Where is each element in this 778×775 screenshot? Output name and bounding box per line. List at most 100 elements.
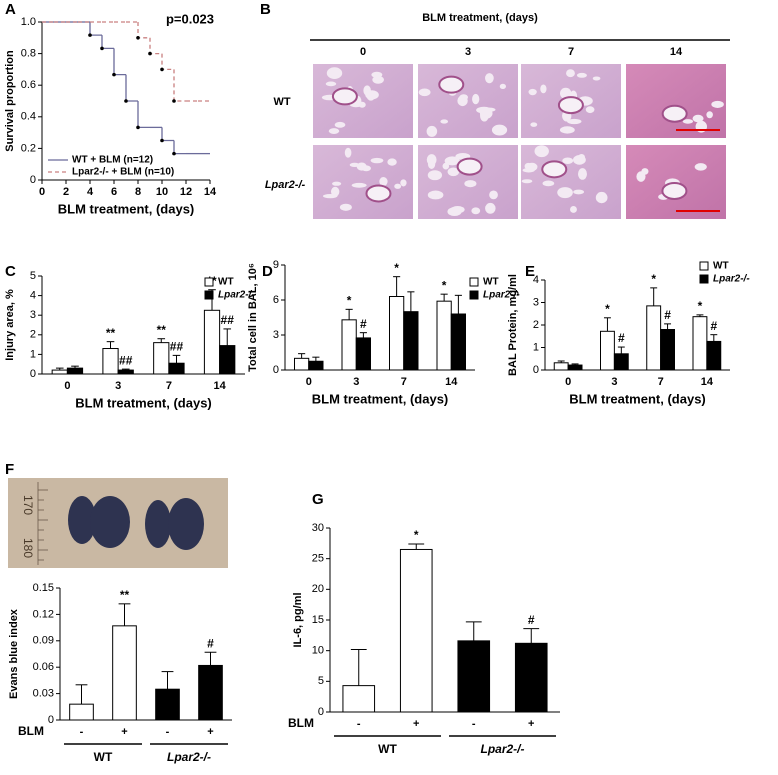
alveolus bbox=[365, 90, 379, 100]
significance: * bbox=[698, 299, 703, 313]
bar bbox=[600, 330, 615, 371]
y-tick-label: 0 bbox=[30, 368, 36, 380]
alveolus bbox=[557, 187, 573, 199]
censor-mark bbox=[136, 36, 140, 40]
airway bbox=[541, 160, 568, 179]
x-tick-label: 14 bbox=[445, 376, 458, 388]
y-tick-label: 0.2 bbox=[21, 142, 36, 154]
alveolus bbox=[444, 156, 460, 166]
significance: ## bbox=[170, 340, 184, 354]
alveolus bbox=[491, 124, 508, 136]
bar bbox=[294, 357, 310, 371]
legend-label: WT bbox=[483, 277, 499, 288]
alveolus bbox=[577, 168, 587, 180]
alveolus bbox=[322, 194, 338, 199]
alveolus bbox=[534, 145, 549, 158]
alveolus bbox=[418, 88, 431, 97]
x-tick-label: + bbox=[413, 718, 419, 730]
alveolus bbox=[459, 94, 468, 101]
alveolus bbox=[370, 157, 384, 164]
alveolus bbox=[351, 182, 367, 188]
alveolus bbox=[542, 180, 555, 187]
alveolus bbox=[447, 207, 462, 217]
y-tick-label: 0.06 bbox=[33, 661, 54, 673]
survival-step bbox=[173, 140, 186, 155]
x-tick-label: - bbox=[166, 726, 170, 738]
bar bbox=[51, 369, 68, 375]
alveolus bbox=[573, 189, 585, 195]
bar bbox=[646, 305, 662, 371]
x-tick-label: 7 bbox=[658, 376, 664, 388]
y-tick-label: 0.6 bbox=[21, 79, 36, 91]
alveolus bbox=[332, 181, 342, 186]
x-axis-label: BLM treatment, (days) bbox=[312, 391, 449, 406]
x-tick-label: 3 bbox=[115, 380, 121, 392]
survival-step bbox=[161, 53, 174, 71]
censor-mark bbox=[112, 72, 116, 77]
legend-swatch bbox=[469, 277, 479, 287]
alveolus bbox=[387, 158, 397, 166]
legend-label: Lpar2-/- + BLM (n=10) bbox=[72, 167, 174, 178]
alveolus bbox=[426, 125, 438, 137]
x-tick-label: 8 bbox=[135, 186, 141, 198]
y-tick-label: 0.12 bbox=[33, 608, 54, 620]
legend-swatch bbox=[204, 277, 214, 287]
y-tick-label: 2 bbox=[30, 329, 36, 341]
alveolus bbox=[711, 100, 724, 108]
survival-step bbox=[161, 127, 174, 142]
y-tick-label: 0 bbox=[273, 364, 279, 376]
x-tick-label: 3 bbox=[611, 376, 617, 388]
y-tick-label: 0 bbox=[48, 714, 54, 726]
panel-letter: G bbox=[312, 491, 324, 508]
x-tick-label: 2 bbox=[63, 186, 69, 198]
alveolus bbox=[592, 76, 601, 81]
alveolus bbox=[394, 183, 402, 189]
bar bbox=[389, 296, 405, 371]
bar bbox=[399, 548, 433, 713]
x-tick-label: + bbox=[207, 726, 213, 738]
censor-mark bbox=[148, 51, 152, 56]
alveolus bbox=[328, 128, 340, 135]
legend-swatch bbox=[699, 261, 709, 271]
alveolus bbox=[325, 81, 337, 87]
y-tick-label: 0.4 bbox=[21, 111, 36, 123]
alveolus bbox=[472, 93, 480, 105]
bar bbox=[403, 311, 419, 371]
bar bbox=[112, 625, 137, 721]
y-tick-label: 25 bbox=[312, 553, 324, 565]
panel-letter: B bbox=[260, 1, 271, 18]
survival-step bbox=[137, 22, 150, 39]
censor-mark bbox=[160, 138, 164, 143]
alveolus bbox=[566, 69, 575, 78]
legend-swatch bbox=[699, 274, 709, 284]
significance: * bbox=[347, 294, 352, 308]
alveolus bbox=[361, 165, 371, 172]
censor-mark bbox=[100, 46, 104, 51]
y-axis-label: IL-6, pg/ml bbox=[292, 593, 304, 648]
x-axis-label: BLM treatment, (days) bbox=[569, 391, 706, 406]
alveolus bbox=[576, 72, 587, 78]
legend-label: Lpar2-/- bbox=[713, 274, 750, 285]
x-tick-label: 3 bbox=[353, 376, 359, 388]
bar bbox=[153, 342, 170, 375]
column-label: 7 bbox=[568, 46, 574, 58]
airway bbox=[661, 181, 688, 200]
airway bbox=[456, 157, 483, 176]
airway bbox=[661, 104, 688, 123]
bar bbox=[436, 300, 452, 371]
alveolus bbox=[339, 203, 352, 211]
alveolus bbox=[426, 154, 437, 166]
significance: ** bbox=[120, 588, 130, 602]
alveolus bbox=[372, 75, 384, 84]
alveolus bbox=[442, 162, 450, 170]
ruler-label: 170 bbox=[21, 495, 35, 515]
significance: ## bbox=[119, 353, 133, 367]
y-tick-label: 30 bbox=[312, 522, 324, 534]
panel-letter: C bbox=[5, 263, 16, 280]
y-tick-label: 1.0 bbox=[21, 16, 36, 28]
survival-step bbox=[113, 48, 126, 76]
bar bbox=[117, 369, 134, 375]
significance: ** bbox=[106, 326, 116, 340]
y-tick-label: 3 bbox=[533, 296, 539, 308]
alveolus bbox=[479, 107, 493, 119]
